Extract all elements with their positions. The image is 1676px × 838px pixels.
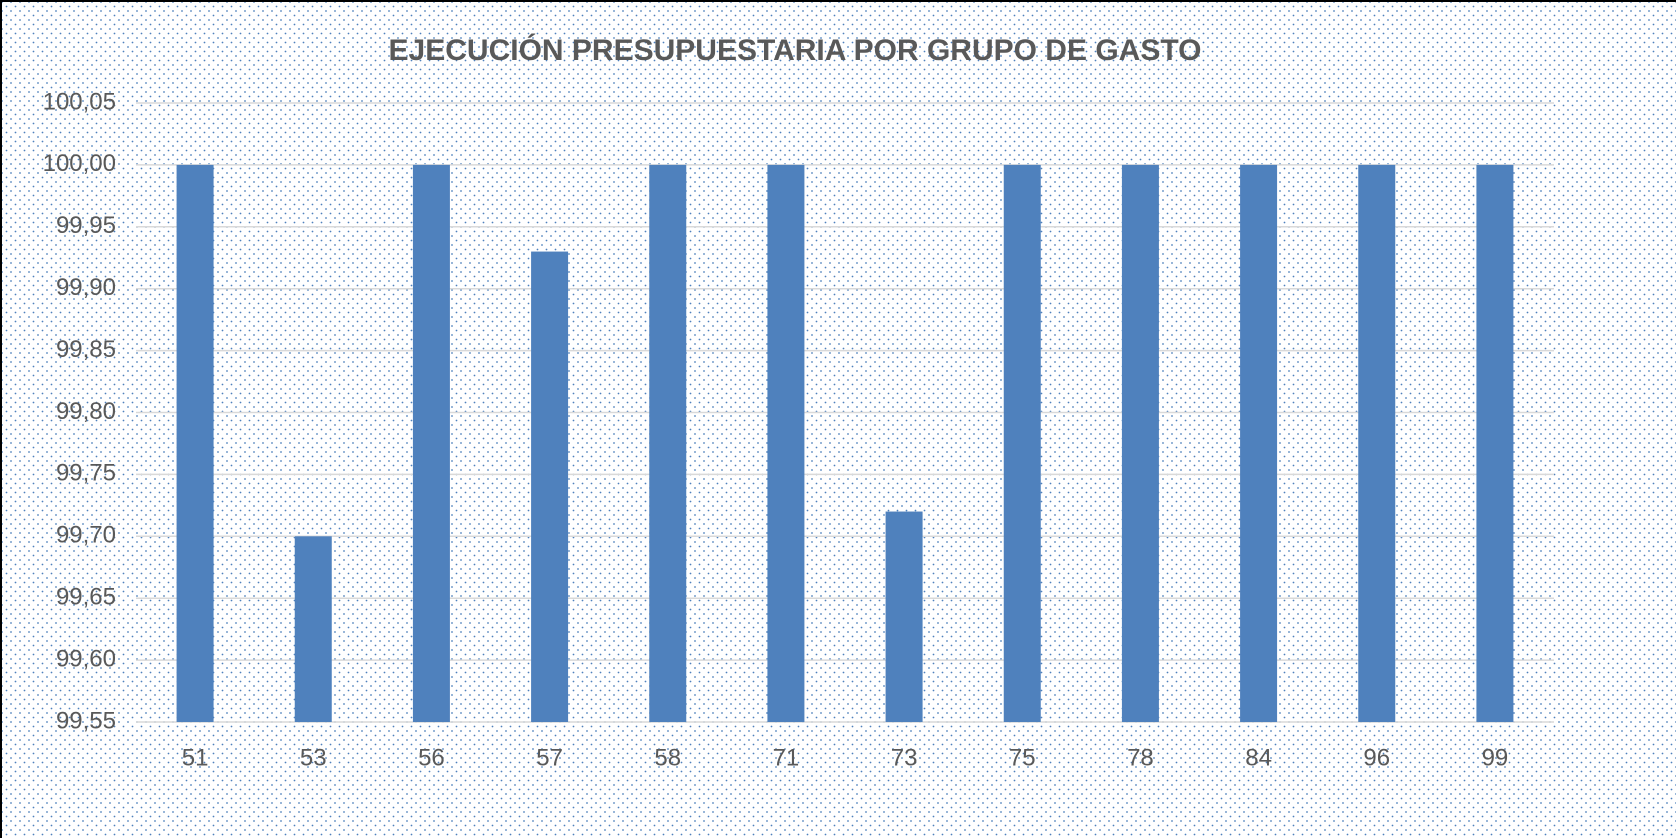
x-tick-label: 51: [182, 744, 209, 771]
y-tick-label: 100,00: [43, 150, 116, 177]
y-tick-label: 99,95: [56, 212, 116, 239]
x-tick-label: 73: [891, 744, 918, 771]
x-tick-label: 58: [654, 744, 681, 771]
bar: [649, 164, 687, 722]
bar: [531, 251, 569, 722]
y-tick-label: 100,05: [43, 88, 116, 115]
bar: [1003, 164, 1041, 722]
chart-title: EJECUCIÓN PRESUPUESTARIA POR GRUPO DE GA…: [389, 33, 1202, 67]
bar: [1358, 164, 1396, 722]
bar: [176, 164, 214, 722]
x-tick-label: 96: [1363, 744, 1390, 771]
y-tick-label: 99,90: [56, 274, 116, 301]
x-tick-label: 57: [536, 744, 563, 771]
bar: [885, 511, 923, 722]
y-tick-label: 99,75: [56, 460, 116, 487]
bar: [412, 164, 450, 722]
x-tick-label: 56: [418, 744, 445, 771]
y-tick-label: 99,70: [56, 522, 116, 549]
x-tick-label: 84: [1245, 744, 1272, 771]
y-tick-label: 99,85: [56, 336, 116, 363]
bar: [294, 536, 332, 722]
bar: [1240, 164, 1278, 722]
x-tick-label: 99: [1482, 744, 1509, 771]
y-tick-label: 99,65: [56, 584, 116, 611]
bar: [767, 164, 805, 722]
bar: [1121, 164, 1159, 722]
y-tick-label: 99,55: [56, 707, 116, 734]
bar: [1476, 164, 1514, 722]
x-tick-label: 53: [300, 744, 327, 771]
y-tick-label: 99,80: [56, 398, 116, 425]
y-tick-label: 99,60: [56, 645, 116, 672]
x-tick-label: 71: [773, 744, 800, 771]
x-tick-label: 78: [1127, 744, 1154, 771]
x-tick-label: 75: [1009, 744, 1036, 771]
